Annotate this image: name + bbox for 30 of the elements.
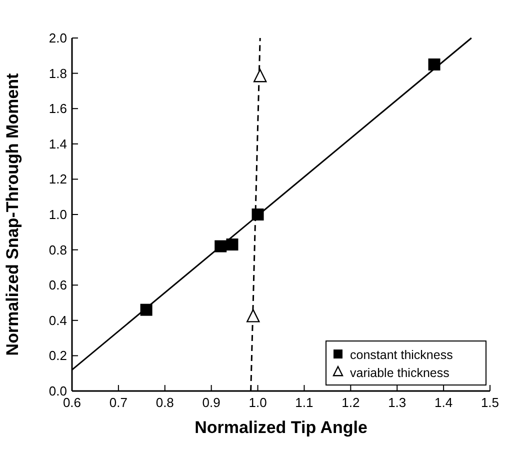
x-tick-label: 1.2: [342, 395, 360, 410]
legend-label: constant thickness: [350, 348, 453, 362]
x-tick-label: 1.3: [388, 395, 406, 410]
legend-label: variable thickness: [350, 366, 450, 380]
x-tick-label: 0.9: [202, 395, 220, 410]
y-tick-label: 1.4: [48, 136, 67, 152]
point: [226, 238, 238, 251]
y-tick-label: 1.6: [48, 101, 67, 116]
y-tick-label: 2.0: [48, 30, 67, 46]
x-tick-label: 0.7: [109, 395, 128, 410]
point: [428, 58, 440, 70]
point: [140, 304, 152, 316]
y-tick-label: 0.6: [48, 278, 67, 293]
point: [252, 208, 264, 220]
point: [246, 309, 260, 322]
y-tick-label: 1.8: [48, 66, 67, 81]
x-tick-label: 1.0: [248, 395, 267, 410]
y-tick-label: 0.2: [48, 348, 67, 364]
x-tick-label: 1.1: [295, 395, 314, 410]
y-axis-title: Normalized Snap-Through Moment: [3, 72, 22, 356]
x-tick-label: 1.4: [434, 395, 453, 410]
x-tick-label: 1.5: [480, 395, 500, 410]
x-tick-label: 0.8: [156, 395, 174, 410]
y-tick-label: 0.8: [48, 242, 67, 258]
point: [254, 69, 267, 82]
y-tick-label: 1.2: [48, 172, 67, 187]
y-tick-label: 1.0: [48, 207, 67, 222]
x-axis-title: Normalized Tip Angle: [194, 418, 368, 437]
y-tick-label: 0.4: [48, 312, 67, 328]
point: [214, 240, 227, 252]
